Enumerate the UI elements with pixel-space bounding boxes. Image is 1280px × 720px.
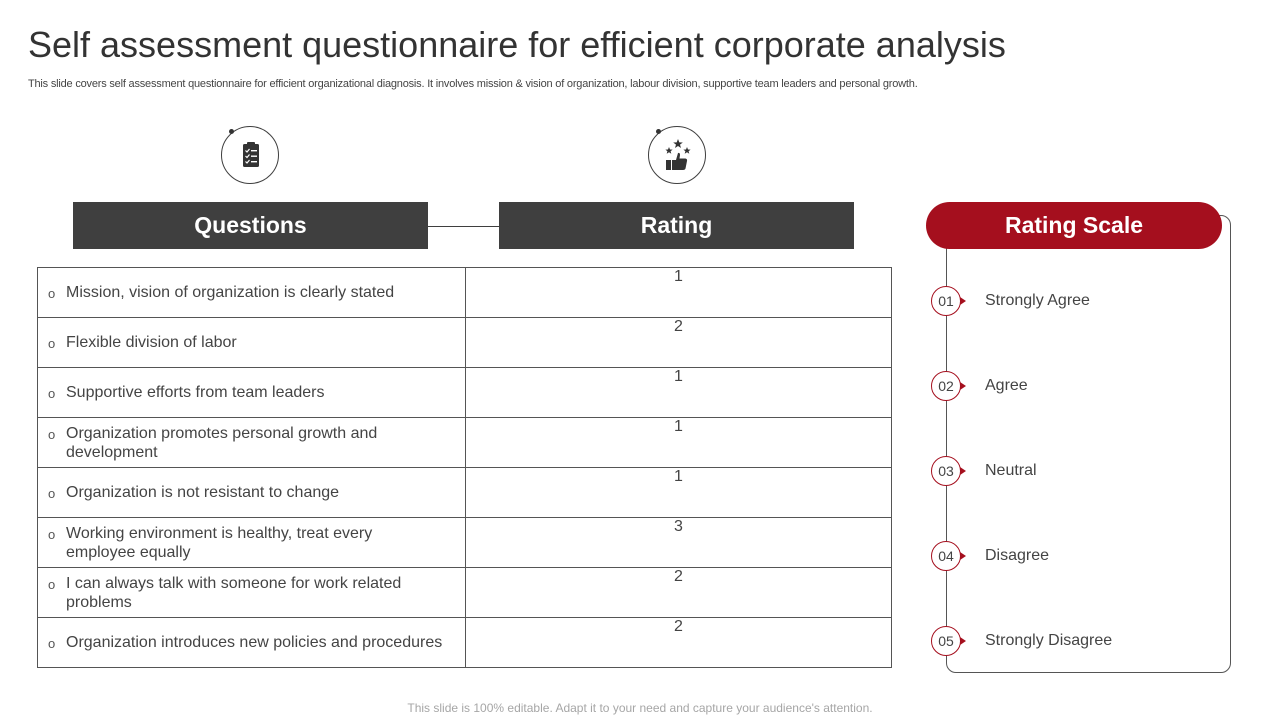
bullet-marker: o (48, 385, 56, 401)
scale-number-badge: 02 (931, 371, 961, 401)
question-cell: o Working environment is healthy, treat e… (37, 517, 466, 568)
rating-icon-badge (648, 126, 706, 184)
question-text: Supportive efforts from team leaders (66, 384, 325, 401)
bullet-marker: o (48, 576, 56, 592)
table-row: o Organization introduces new policies an… (37, 617, 892, 668)
questionnaire-table: o Mission, vision of organization is clea… (37, 267, 892, 668)
rating-header: Rating (499, 202, 854, 249)
table-row: o Organization promotes personal growth a… (37, 417, 892, 468)
question-cell: o Organization is not resistant to change (37, 467, 466, 518)
question-text: Mission, vision of organization is clear… (66, 284, 395, 301)
scale-label: Neutral (985, 462, 1037, 479)
rating-cell: 2 (465, 317, 892, 368)
questions-icon-badge (221, 126, 279, 184)
scale-number-badge: 04 (931, 541, 961, 571)
page-subtitle: This slide covers self assessment questi… (28, 78, 918, 90)
arrow-right-icon (960, 297, 966, 305)
question-cell: o I can always talk with someone for work… (37, 567, 466, 618)
question-cell: o Flexible division of labor (37, 317, 466, 368)
table-row: o Supportive efforts from team leaders 1 (37, 367, 892, 418)
question-cell: o Supportive efforts from team leaders (37, 367, 466, 418)
scale-item-strongly-agree: 01 Strongly Agree (931, 286, 1221, 316)
bullet-marker: o (48, 526, 56, 542)
rating-cell: 1 (465, 417, 892, 468)
rating-scale-header: Rating Scale (926, 202, 1222, 249)
rating-cell: 2 (465, 617, 892, 668)
table-row: o I can always talk with someone for work… (37, 567, 892, 618)
questions-header: Questions (73, 202, 428, 249)
table-row: o Mission, vision of organization is clea… (37, 267, 892, 318)
question-cell: o Organization introduces new policies an… (37, 617, 466, 668)
rating-scale-panel (946, 215, 1231, 673)
rating-cell: 1 (465, 267, 892, 318)
arrow-right-icon (960, 552, 966, 560)
scale-item-disagree: 04 Disagree (931, 541, 1221, 571)
rating-cell: 1 (465, 367, 892, 418)
question-cell: o Mission, vision of organization is clea… (37, 267, 466, 318)
question-text: Working environment is healthy, treat ev… (66, 524, 373, 561)
thumbs-up-stars-icon (665, 139, 691, 170)
question-text: Organization promotes personal growth an… (66, 424, 378, 461)
table-row: o Organization is not resistant to change… (37, 467, 892, 518)
bullet-marker: o (48, 635, 56, 651)
scale-number-badge: 05 (931, 626, 961, 656)
scale-label: Disagree (985, 547, 1050, 564)
scale-item-agree: 02 Agree (931, 371, 1221, 401)
question-text: Organization is not resistant to change (66, 484, 340, 501)
rating-cell: 1 (465, 467, 892, 518)
rating-cell: 3 (465, 517, 892, 568)
arrow-right-icon (960, 467, 966, 475)
table-row: o Working environment is healthy, treat e… (37, 517, 892, 568)
scale-label: Strongly Disagree (985, 632, 1113, 649)
arrow-right-icon (960, 382, 966, 390)
scale-label: Agree (985, 377, 1028, 394)
question-text: I can always talk with someone for work … (66, 574, 402, 611)
footer-note: This slide is 100% editable. Adapt it to… (407, 701, 873, 715)
arrow-right-icon (960, 637, 966, 645)
scale-number-badge: 03 (931, 456, 961, 486)
bullet-marker: o (48, 335, 56, 351)
page-title: Self assessment questionnaire for effici… (28, 24, 1006, 65)
question-cell: o Organization promotes personal growth a… (37, 417, 466, 468)
scale-item-neutral: 03 Neutral (931, 456, 1221, 486)
table-row: o Flexible division of labor 2 (37, 317, 892, 368)
scale-item-strongly-disagree: 05 Strongly Disagree (931, 626, 1221, 656)
bullet-marker: o (48, 285, 56, 301)
scale-number-badge: 01 (931, 286, 961, 316)
scale-label: Strongly Agree (985, 292, 1090, 309)
question-text: Flexible division of labor (66, 334, 237, 351)
bullet-marker: o (48, 485, 56, 501)
rating-cell: 2 (465, 567, 892, 618)
bullet-marker: o (48, 426, 56, 442)
header-connector (428, 226, 499, 227)
question-text: Organization introduces new policies and… (66, 634, 443, 651)
checklist-icon (243, 142, 259, 167)
